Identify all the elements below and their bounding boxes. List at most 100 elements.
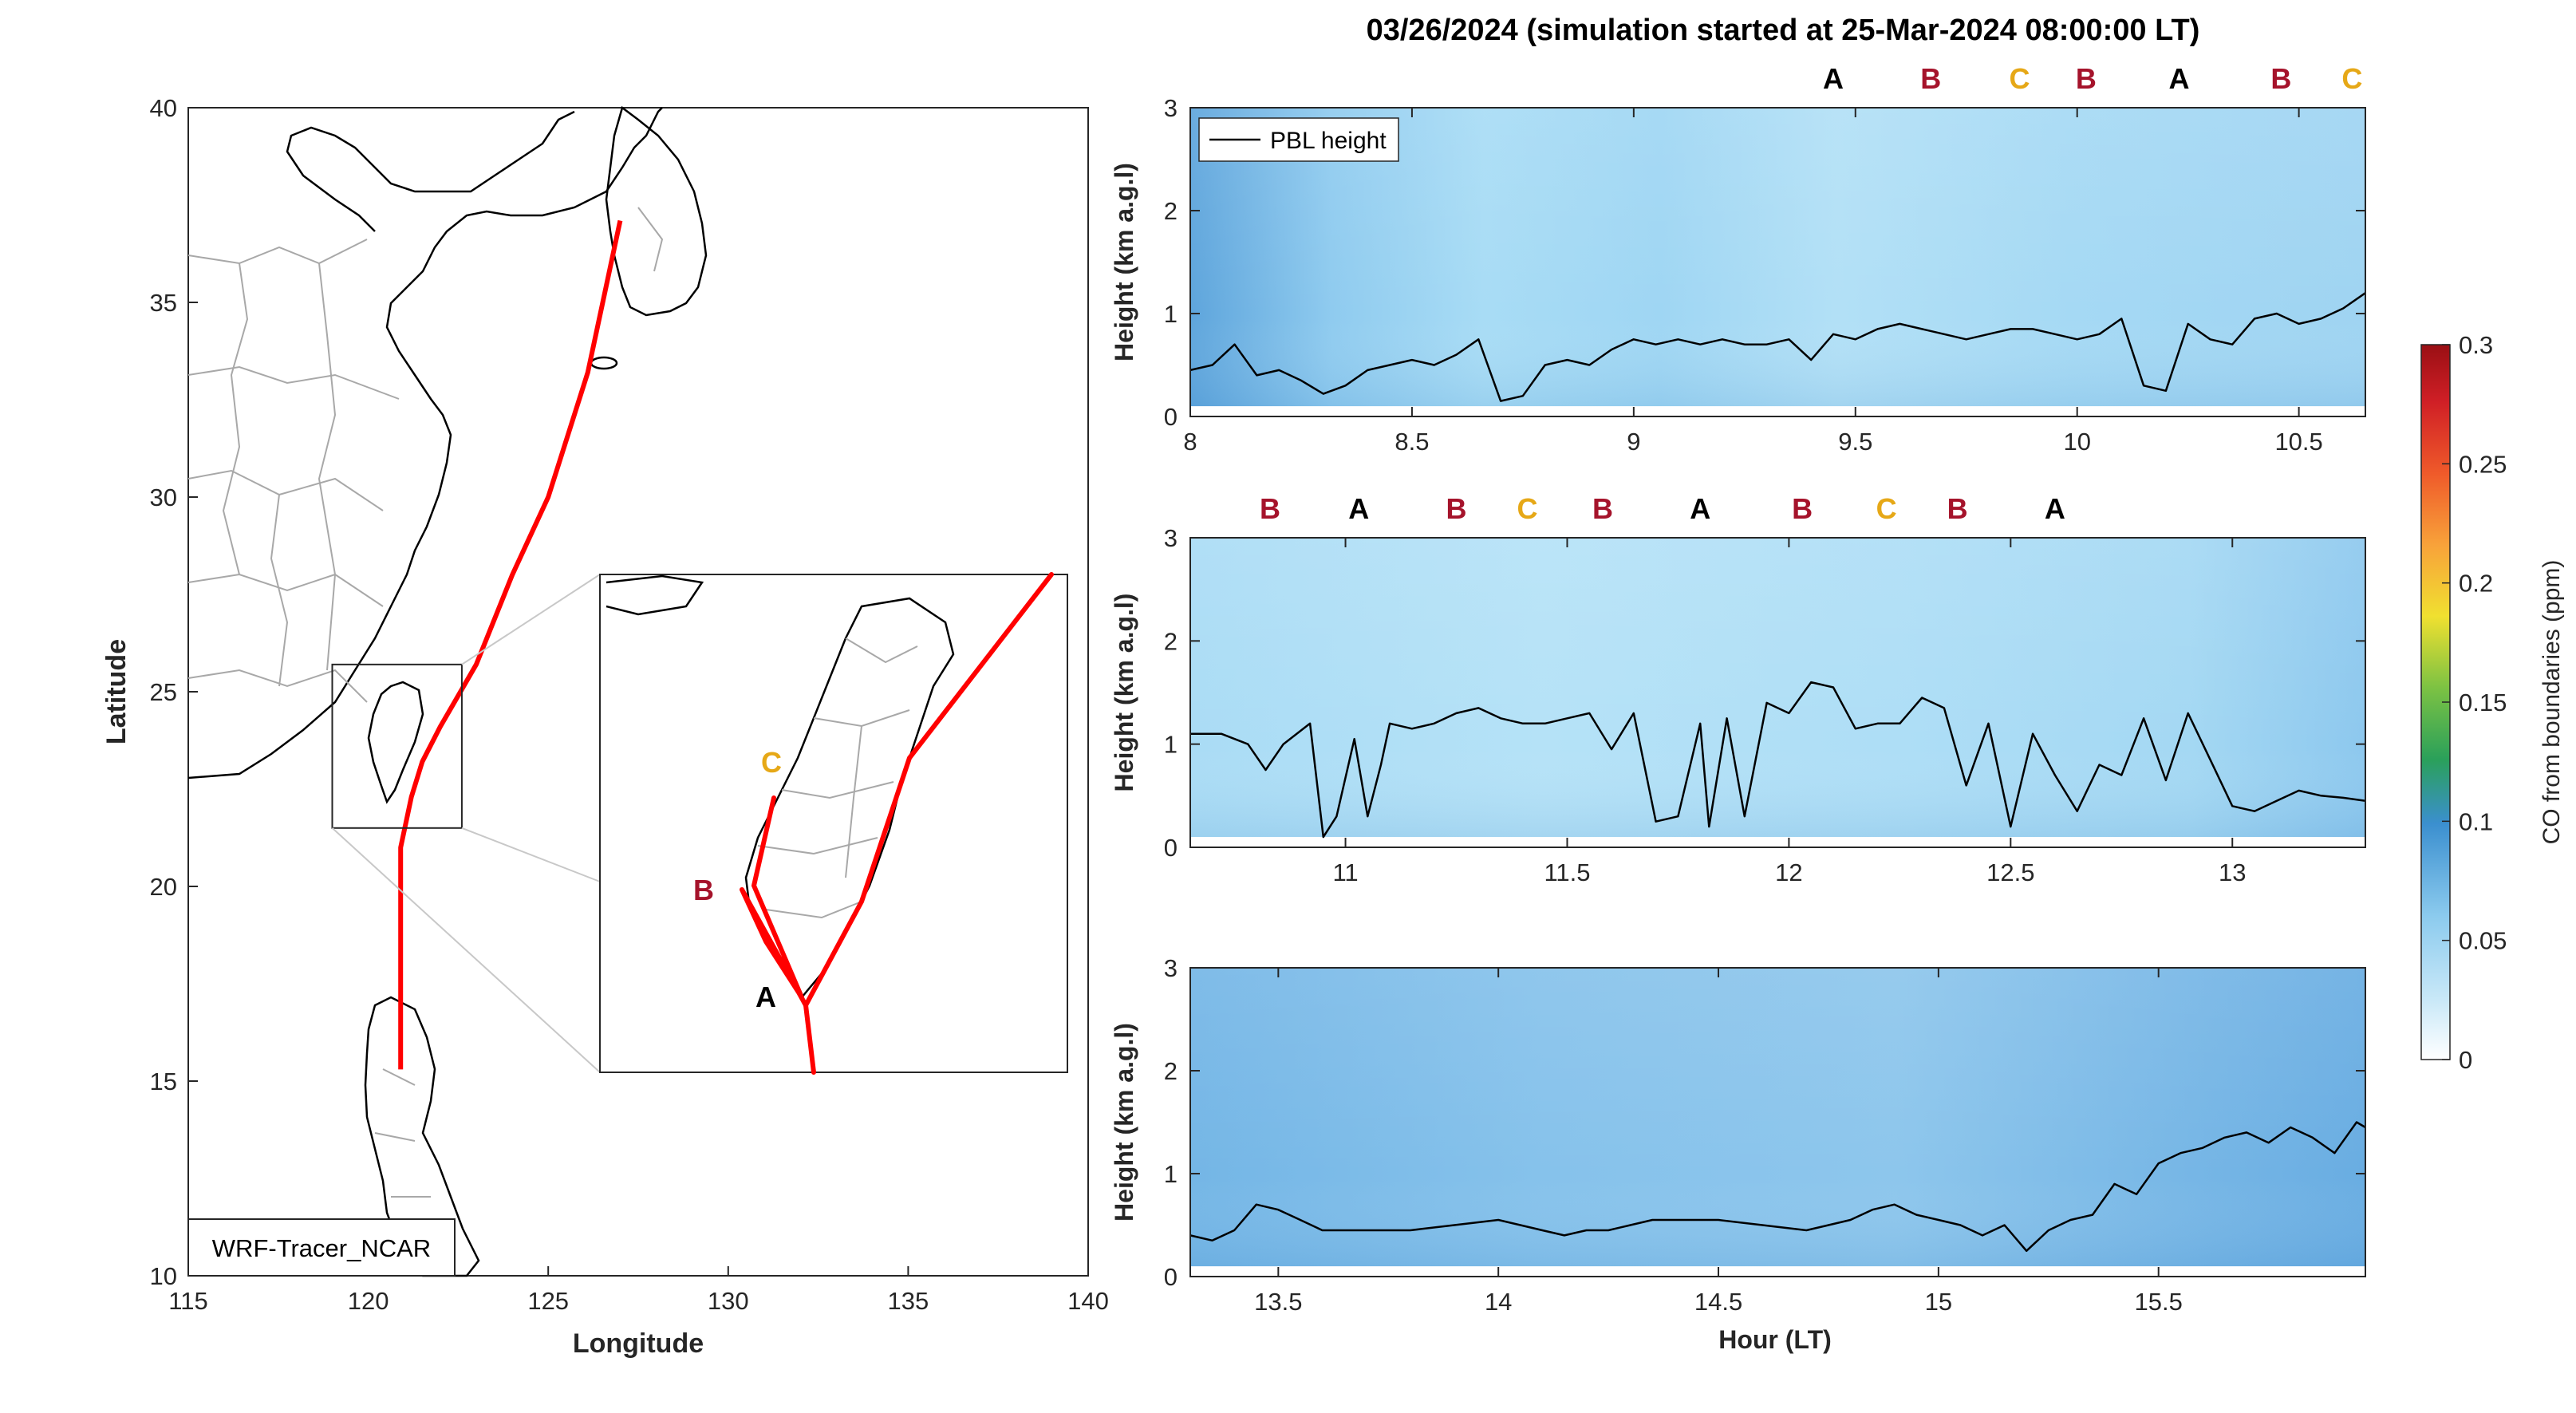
panel-x-tick-label: 12 [1775,858,1802,886]
panel-x-tick-label: 15.5 [2135,1288,2183,1316]
panel-y-axis-label: Height (km a.g.l) [1110,1023,1138,1222]
panel-x-tick-label: 8 [1183,428,1197,456]
map-y-ticks: 10 15 20 25 30 35 40 [150,94,198,1290]
province-borders [187,207,664,1198]
inset-connector-line [331,827,601,1073]
colorbar-tick-label: 0.1 [2459,807,2493,835]
panel-y-tick-label: 2 [1164,197,1178,225]
panel-y-tick-label: 2 [1164,1057,1178,1085]
inset-trajectory-line [803,572,1054,1075]
panel-y-tick-label: 0 [1164,403,1178,431]
panel-x-tick-label: 14 [1485,1288,1512,1316]
map-y-tick-label: 20 [150,873,177,901]
map-y-tick-label: 10 [150,1262,177,1290]
model-label: WRF-Tracer_NCAR [212,1234,431,1262]
map-x-tick-label: 125 [527,1287,569,1315]
colorbar-tick-label: 0.2 [2459,570,2493,598]
position-marker-a: A [1823,62,1844,95]
trajectory-line [398,219,623,1070]
colorbar-tick-label: 0.25 [2459,450,2507,478]
panel-x-tick-label: 10 [2063,428,2090,456]
inset-map: C B A [599,572,1068,1075]
legend-label: PBL height [1270,128,1387,154]
position-marker-c: C [2341,62,2362,95]
panel-y-tick-label: 1 [1164,1160,1178,1188]
panel-x-tick-label: 13.5 [1254,1288,1302,1316]
panel-y-tick-label: 3 [1164,94,1178,122]
pbl-height-line [1189,292,2366,402]
position-marker-b: B [2270,62,2291,95]
panel-x-tick-label: 9 [1627,428,1640,456]
panel-y-axis-label: Height (km a.g.l) [1110,163,1138,361]
pbl-legend: PBL height [1198,117,1399,162]
colorbar-tick-label: 0 [2459,1046,2472,1074]
map-panel: C B A 115 120 125 130 135 140 10152025303540 … [101,94,1109,1359]
map-track [398,219,623,1070]
panel-x-tick-label: 13 [2219,858,2246,886]
figure-title: 03/26/2024 (simulation started at 25-Mar… [1367,14,2200,47]
pbl-height-line [1189,1121,2366,1253]
colorbar: 0 0.05 0.1 0.15 0.2 0.25 0.3 CO from boundarie… [2420,331,2565,1074]
position-marker-b: B [1920,62,1941,95]
panel-y-axis-label: Height (km a.g.l) [1110,594,1138,792]
colorbar-ticks: 0 0.05 0.1 0.15 0.2 0.25 0.3 [2442,331,2507,1074]
panel-axes-frame [1189,107,2366,417]
inset-region-box [331,663,463,829]
pbl-height-line [1190,681,2366,839]
panel-y-tick-label: 3 [1164,524,1178,552]
co-field-shading [1190,968,2365,1267]
map-y-tick-label: 35 [150,289,177,317]
position-marker-c: C [1517,492,1537,525]
panel-x-tick-label: 11 [1332,858,1358,886]
curtain-panel-3: 13.5 14 14.5 15 15.5 0 1 2 3 Height (km a.g.l) [1110,954,2366,1316]
map-y-tick-label: 40 [150,94,177,122]
position-marker-c: C [1876,492,1897,525]
position-marker-c: C [2009,62,2030,95]
map-y-tick-label: 25 [150,678,177,706]
map-x-tick-label: 135 [888,1287,929,1315]
panel-y-tick-label: 0 [1164,834,1178,862]
inset-county-borders [757,637,918,919]
map-x-axis-label: Longitude [573,1328,704,1359]
inset-frame [599,574,1068,1073]
position-marker-b: B [1260,492,1280,525]
position-marker-a: A [2169,62,2190,95]
panel-y-tick-label: 2 [1164,627,1178,655]
panel-axes-frame [1189,967,2366,1277]
position-marker-b: B [1792,492,1813,525]
inset-label-a: A [755,981,776,1013]
curtain-panel-1: 8 8.5 9 9.5 10 10.5 0 1 2 3 Height (km a.g.l) A B C B A… [1110,62,2366,456]
position-marker-b: B [1592,492,1613,525]
panel-y-tick-label: 0 [1164,1263,1178,1291]
map-x-tick-label: 130 [708,1287,749,1315]
hour-axis-label: Hour (LT) [1718,1325,1832,1354]
inset-connector-line [461,574,601,665]
panel-x-tick-label: 14.5 [1694,1288,1742,1316]
map-y-axis-label: Latitude [101,639,132,744]
position-marker-a: A [1348,492,1369,525]
panel-x-tick-label: 12.5 [1986,858,2034,886]
panel-x-tick-label: 8.5 [1395,428,1429,456]
model-label-box: WRF-Tracer_NCAR [187,1218,456,1277]
map-x-tick-label: 140 [1067,1287,1109,1315]
colorbar-tick-label: 0.05 [2459,927,2507,955]
map-x-tick-label: 120 [348,1287,389,1315]
colorbar-label: CO from boundaries (ppm) [2539,560,2565,845]
map-x-tick-label: 115 [168,1287,207,1315]
mainland-coast-fragment [606,574,704,616]
map-x-ticks: 115 120 125 130 135 140 [168,1266,1109,1315]
position-marker-a: A [1690,492,1710,525]
map-y-tick-label: 15 [150,1068,177,1095]
inset-trajectory-branch [740,795,808,1008]
position-marker-b: B [1947,492,1968,525]
co-field-shading [1190,538,2365,838]
panel-y-tick-label: 1 [1164,731,1178,759]
position-marker-b: B [1446,492,1467,525]
panel-x-tick-label: 15 [1925,1288,1952,1316]
panel-axes-frame [1189,537,2366,848]
position-marker-a: A [2045,492,2065,525]
panel-x-tick-label: 11.5 [1544,858,1590,886]
panel-y-tick-label: 3 [1164,954,1178,982]
inset-label-b: B [693,874,714,906]
